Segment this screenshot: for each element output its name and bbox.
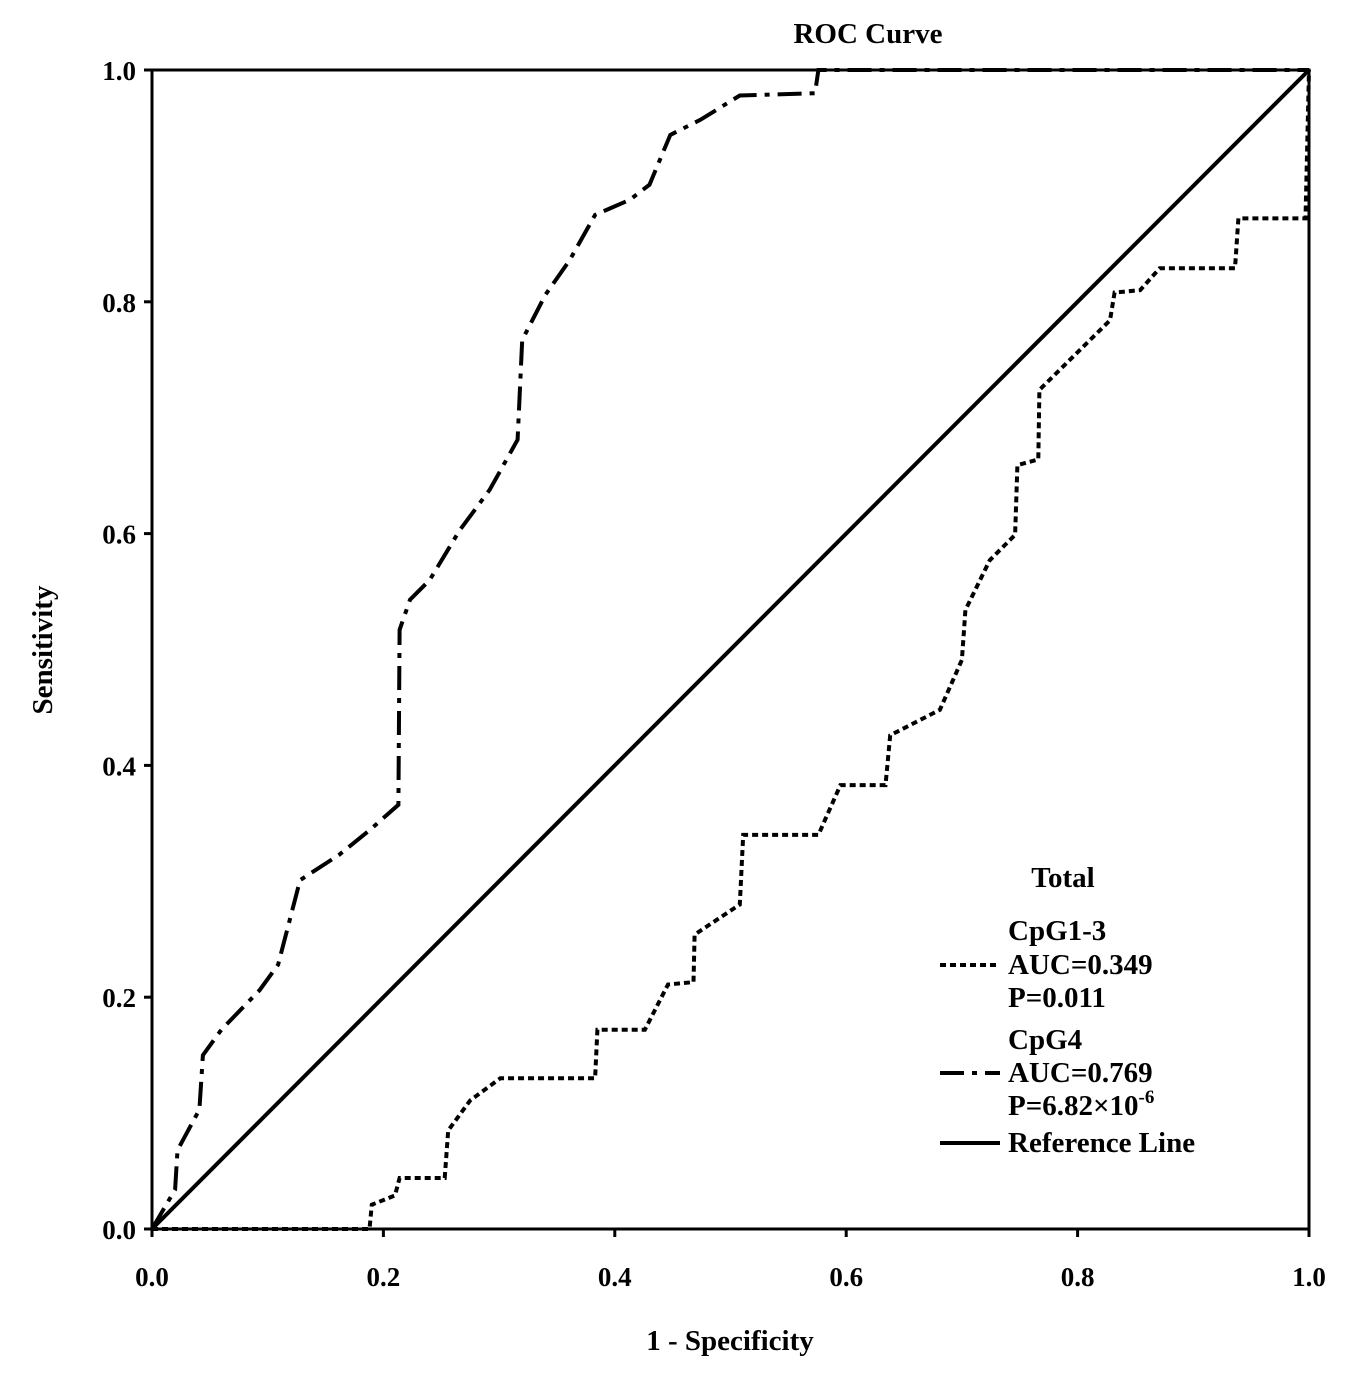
x-tick-label: 0.4 bbox=[598, 1262, 632, 1292]
y-axis-label: Sensitivity bbox=[27, 585, 59, 714]
y-tick-label: 0.6 bbox=[102, 520, 136, 550]
series-lines bbox=[150, 68, 1311, 1231]
legend-cpg1-3-p: P=0.011 bbox=[1008, 982, 1106, 1014]
x-tick-label: 0.6 bbox=[829, 1262, 863, 1292]
legend-reference-name: Reference Line bbox=[1008, 1127, 1195, 1159]
y-tick-label: 0.4 bbox=[102, 751, 136, 781]
x-axis-label: 1 - Specificity bbox=[646, 1325, 814, 1357]
y-tick-label: 1.0 bbox=[102, 56, 136, 86]
legend-cpg4-p-exponent: -6 bbox=[1139, 1087, 1155, 1108]
legend-cpg1-3-auc: AUC=0.349 bbox=[1008, 949, 1153, 981]
legend-title: Total bbox=[1031, 862, 1094, 894]
legend: Total CpG1-3 AUC=0.349 P=0.011 CpG4 AUC=… bbox=[940, 862, 1195, 1159]
series-cpg1-3 bbox=[152, 69, 1311, 1231]
legend-cpg4-p-base: P=6.82×10 bbox=[1008, 1090, 1139, 1122]
legend-cpg4-p: P=6.82×10-6 bbox=[1008, 1087, 1154, 1122]
x-axis-ticks: 0.0 0.2 0.4 0.6 0.8 1.0 bbox=[135, 1229, 1326, 1292]
series-cpg4 bbox=[150, 68, 1309, 1231]
y-axis-ticks: 0.0 0.2 0.4 0.6 0.8 1.0 bbox=[102, 56, 152, 1245]
legend-cpg4-auc: AUC=0.769 bbox=[1008, 1057, 1153, 1089]
x-tick-label: 0.8 bbox=[1061, 1262, 1095, 1292]
x-tick-label: 0.0 bbox=[135, 1262, 169, 1292]
series-reference-line bbox=[150, 68, 1311, 1231]
chart-title: ROC Curve bbox=[793, 18, 942, 50]
x-tick-label: 0.2 bbox=[367, 1262, 401, 1292]
y-tick-label: 0.8 bbox=[102, 288, 136, 318]
legend-cpg1-3-name: CpG1-3 bbox=[1008, 915, 1106, 947]
x-tick-label: 1.0 bbox=[1292, 1262, 1326, 1292]
y-tick-label: 0.0 bbox=[102, 1215, 136, 1245]
legend-cpg4-name: CpG4 bbox=[1008, 1024, 1082, 1056]
y-tick-label: 0.2 bbox=[102, 983, 136, 1013]
plot-frame bbox=[150, 68, 1311, 1231]
